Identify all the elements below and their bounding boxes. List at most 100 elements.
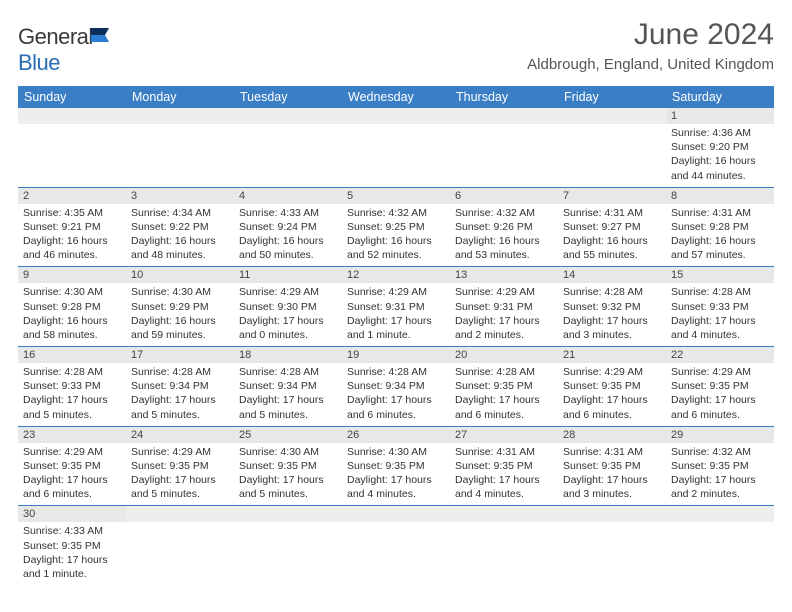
day-details: Sunrise: 4:29 AMSunset: 9:35 PMDaylight:…	[126, 443, 234, 506]
daylight-text: Daylight: 17 hours and 5 minutes.	[131, 393, 229, 421]
sunrise-text: Sunrise: 4:33 AM	[239, 206, 337, 220]
flag-icon	[91, 24, 115, 49]
day-header: Wednesday	[342, 86, 450, 108]
sunset-text: Sunset: 9:22 PM	[131, 220, 229, 234]
day-details: Sunrise: 4:30 AMSunset: 9:35 PMDaylight:…	[234, 443, 342, 506]
sunrise-text: Sunrise: 4:29 AM	[563, 365, 661, 379]
day-number: 28	[558, 427, 666, 443]
day-details: Sunrise: 4:31 AMSunset: 9:35 PMDaylight:…	[450, 443, 558, 506]
sunrise-text: Sunrise: 4:32 AM	[671, 445, 769, 459]
day-details: Sunrise: 4:29 AMSunset: 9:35 PMDaylight:…	[18, 443, 126, 506]
day-header: Tuesday	[234, 86, 342, 108]
sunrise-text: Sunrise: 4:29 AM	[455, 285, 553, 299]
day-cell: 3Sunrise: 4:34 AMSunset: 9:22 PMDaylight…	[126, 187, 234, 267]
day-cell: 4Sunrise: 4:33 AMSunset: 9:24 PMDaylight…	[234, 187, 342, 267]
day-details: Sunrise: 4:28 AMSunset: 9:34 PMDaylight:…	[234, 363, 342, 426]
day-cell	[126, 506, 234, 585]
day-number-bar	[558, 108, 666, 124]
sunrise-text: Sunrise: 4:28 AM	[131, 365, 229, 379]
day-cell	[18, 108, 126, 187]
day-cell	[342, 506, 450, 585]
sunrise-text: Sunrise: 4:31 AM	[455, 445, 553, 459]
day-cell: 9Sunrise: 4:30 AMSunset: 9:28 PMDaylight…	[18, 267, 126, 347]
day-details: Sunrise: 4:31 AMSunset: 9:28 PMDaylight:…	[666, 204, 774, 267]
sunrise-text: Sunrise: 4:28 AM	[347, 365, 445, 379]
day-number: 26	[342, 427, 450, 443]
day-number-bar	[450, 108, 558, 124]
day-details: Sunrise: 4:29 AMSunset: 9:31 PMDaylight:…	[450, 283, 558, 346]
day-number: 4	[234, 188, 342, 204]
sunset-text: Sunset: 9:33 PM	[671, 300, 769, 314]
day-number: 2	[18, 188, 126, 204]
day-cell	[234, 506, 342, 585]
day-details: Sunrise: 4:28 AMSunset: 9:35 PMDaylight:…	[450, 363, 558, 426]
day-details: Sunrise: 4:29 AMSunset: 9:35 PMDaylight:…	[558, 363, 666, 426]
day-details: Sunrise: 4:31 AMSunset: 9:27 PMDaylight:…	[558, 204, 666, 267]
day-cell	[342, 108, 450, 187]
day-number: 5	[342, 188, 450, 204]
day-cell	[234, 108, 342, 187]
week-row: 23Sunrise: 4:29 AMSunset: 9:35 PMDayligh…	[18, 426, 774, 506]
daylight-text: Daylight: 17 hours and 1 minute.	[23, 553, 121, 581]
sunset-text: Sunset: 9:21 PM	[23, 220, 121, 234]
day-number: 15	[666, 267, 774, 283]
day-details: Sunrise: 4:34 AMSunset: 9:22 PMDaylight:…	[126, 204, 234, 267]
day-number-bar	[234, 108, 342, 124]
day-cell: 16Sunrise: 4:28 AMSunset: 9:33 PMDayligh…	[18, 347, 126, 427]
day-cell: 27Sunrise: 4:31 AMSunset: 9:35 PMDayligh…	[450, 426, 558, 506]
day-number-bar	[18, 108, 126, 124]
daylight-text: Daylight: 16 hours and 46 minutes.	[23, 234, 121, 262]
week-row: 30Sunrise: 4:33 AMSunset: 9:35 PMDayligh…	[18, 506, 774, 585]
daylight-text: Daylight: 17 hours and 5 minutes.	[239, 393, 337, 421]
day-cell: 11Sunrise: 4:29 AMSunset: 9:30 PMDayligh…	[234, 267, 342, 347]
day-cell: 12Sunrise: 4:29 AMSunset: 9:31 PMDayligh…	[342, 267, 450, 347]
day-number: 23	[18, 427, 126, 443]
day-number: 29	[666, 427, 774, 443]
day-number-bar	[234, 506, 342, 522]
daylight-text: Daylight: 17 hours and 3 minutes.	[563, 473, 661, 501]
day-details: Sunrise: 4:36 AMSunset: 9:20 PMDaylight:…	[666, 124, 774, 187]
day-cell: 15Sunrise: 4:28 AMSunset: 9:33 PMDayligh…	[666, 267, 774, 347]
daylight-text: Daylight: 17 hours and 4 minutes.	[455, 473, 553, 501]
day-details: Sunrise: 4:30 AMSunset: 9:29 PMDaylight:…	[126, 283, 234, 346]
sunset-text: Sunset: 9:28 PM	[23, 300, 121, 314]
sunset-text: Sunset: 9:34 PM	[239, 379, 337, 393]
day-header: Thursday	[450, 86, 558, 108]
sunrise-text: Sunrise: 4:33 AM	[23, 524, 121, 538]
day-cell	[558, 108, 666, 187]
day-cell: 10Sunrise: 4:30 AMSunset: 9:29 PMDayligh…	[126, 267, 234, 347]
week-row: 9Sunrise: 4:30 AMSunset: 9:28 PMDaylight…	[18, 267, 774, 347]
day-number-bar	[126, 506, 234, 522]
page-title: June 2024	[527, 18, 774, 52]
sunset-text: Sunset: 9:20 PM	[671, 140, 769, 154]
day-number: 25	[234, 427, 342, 443]
daylight-text: Daylight: 17 hours and 2 minutes.	[671, 473, 769, 501]
day-cell	[450, 108, 558, 187]
day-details: Sunrise: 4:29 AMSunset: 9:31 PMDaylight:…	[342, 283, 450, 346]
daylight-text: Daylight: 17 hours and 4 minutes.	[347, 473, 445, 501]
day-number: 13	[450, 267, 558, 283]
day-cell: 7Sunrise: 4:31 AMSunset: 9:27 PMDaylight…	[558, 187, 666, 267]
daylight-text: Daylight: 16 hours and 59 minutes.	[131, 314, 229, 342]
day-number: 6	[450, 188, 558, 204]
sunset-text: Sunset: 9:31 PM	[455, 300, 553, 314]
daylight-text: Daylight: 17 hours and 6 minutes.	[563, 393, 661, 421]
sunset-text: Sunset: 9:34 PM	[347, 379, 445, 393]
day-number: 21	[558, 347, 666, 363]
day-cell: 5Sunrise: 4:32 AMSunset: 9:25 PMDaylight…	[342, 187, 450, 267]
sunset-text: Sunset: 9:35 PM	[23, 459, 121, 473]
day-details: Sunrise: 4:33 AMSunset: 9:35 PMDaylight:…	[18, 522, 126, 585]
day-number-bar	[342, 108, 450, 124]
day-header: Saturday	[666, 86, 774, 108]
sunrise-text: Sunrise: 4:29 AM	[347, 285, 445, 299]
day-cell: 26Sunrise: 4:30 AMSunset: 9:35 PMDayligh…	[342, 426, 450, 506]
day-cell: 20Sunrise: 4:28 AMSunset: 9:35 PMDayligh…	[450, 347, 558, 427]
day-number: 11	[234, 267, 342, 283]
title-block: June 2024 Aldbrough, England, United Kin…	[527, 18, 774, 73]
sunrise-text: Sunrise: 4:32 AM	[347, 206, 445, 220]
day-number: 16	[18, 347, 126, 363]
day-number: 9	[18, 267, 126, 283]
sunset-text: Sunset: 9:35 PM	[239, 459, 337, 473]
daylight-text: Daylight: 17 hours and 0 minutes.	[239, 314, 337, 342]
sunset-text: Sunset: 9:25 PM	[347, 220, 445, 234]
